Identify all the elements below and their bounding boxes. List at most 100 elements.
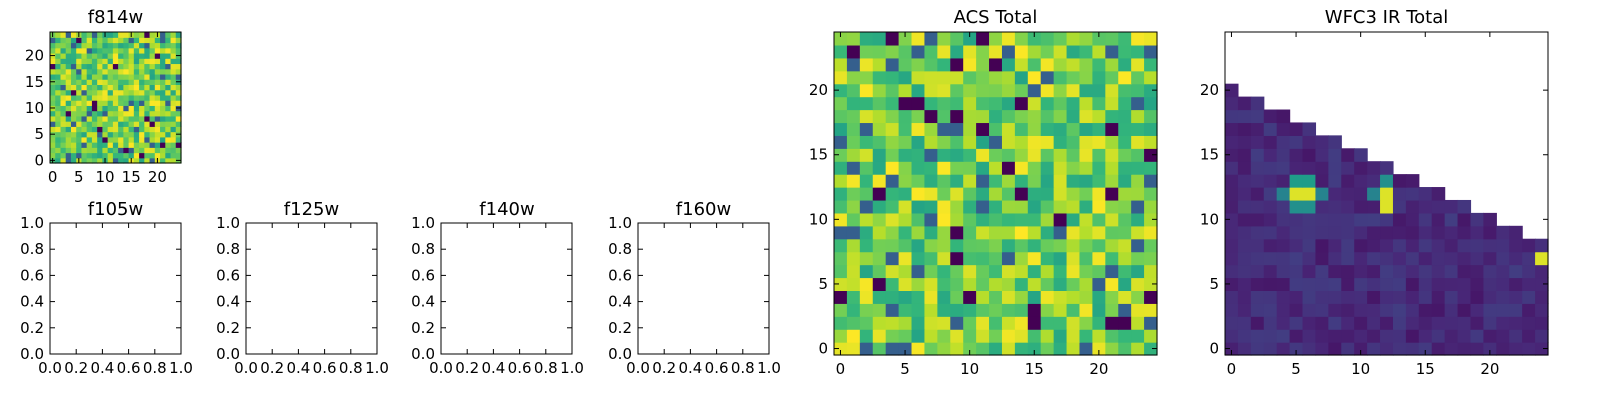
heatmap-cell — [60, 32, 67, 38]
heatmap-cell — [1053, 70, 1068, 85]
heatmap-cell — [139, 136, 145, 143]
heatmap-cell — [149, 79, 156, 85]
heatmap-cell — [1225, 277, 1239, 291]
heatmap-cell — [107, 37, 114, 44]
heatmap-cell — [1014, 316, 1029, 330]
x-tick-label: 0.8 — [143, 359, 167, 377]
heatmap-cell — [911, 148, 926, 162]
heatmap-cell — [1053, 316, 1068, 330]
heatmap-cell — [1040, 57, 1055, 72]
heatmap-cell — [55, 58, 62, 65]
heatmap-cell — [872, 148, 887, 162]
plot-frame — [1224, 31, 1549, 356]
heatmap-cell — [1118, 290, 1132, 304]
heatmap-cell — [859, 32, 874, 46]
heatmap-cell — [1522, 264, 1536, 279]
heatmap-cell — [1367, 329, 1381, 343]
heatmap-cell — [1535, 277, 1549, 291]
heatmap-cell — [1250, 212, 1265, 227]
heatmap-cell — [76, 73, 83, 80]
heatmap-cell — [885, 70, 900, 85]
heatmap-cell — [107, 105, 114, 112]
heatmap-cell — [1118, 238, 1132, 253]
heatmap-cell — [60, 110, 67, 117]
heatmap-cell — [160, 94, 166, 101]
heatmap-cell — [128, 147, 135, 154]
heatmap-cell — [91, 52, 98, 59]
heatmap-cell — [989, 44, 1003, 59]
heatmap-cell — [128, 42, 135, 49]
x-tick-label: 0.4 — [481, 359, 505, 377]
heatmap-cell — [1053, 187, 1068, 201]
heatmap-cell — [133, 52, 140, 59]
heatmap-cell — [133, 79, 140, 85]
heatmap-cell — [154, 47, 161, 54]
heatmap-cell — [1040, 161, 1055, 175]
heatmap-cell — [144, 79, 151, 85]
heatmap-cell — [1354, 264, 1368, 279]
heatmap-cell — [123, 142, 130, 148]
heatmap-cell — [133, 100, 140, 106]
heatmap-cell — [1053, 212, 1068, 227]
heatmap-cell — [149, 63, 156, 70]
heatmap-cell — [1276, 161, 1291, 175]
heatmap-cell — [872, 342, 887, 356]
heatmap-cell — [1405, 277, 1420, 291]
heatmap-cell — [963, 109, 977, 124]
heatmap-cell — [165, 121, 172, 127]
y-tick-label: 5 — [1209, 275, 1219, 293]
heatmap-cell — [1144, 251, 1158, 266]
heatmap-cell — [1457, 225, 1472, 240]
heatmap-cell — [1276, 212, 1291, 227]
heatmap-cell — [160, 84, 166, 91]
heatmap-cell — [1105, 109, 1119, 124]
heatmap-cell — [1118, 329, 1132, 343]
heatmap-cell — [1263, 212, 1278, 227]
heatmap-cell — [175, 68, 182, 75]
x-tick-label: 1.0 — [560, 359, 584, 377]
heatmap-cell — [1405, 225, 1420, 240]
heatmap-cell — [1496, 316, 1510, 330]
heatmap-cell — [139, 63, 145, 70]
heatmap-cell — [70, 63, 77, 70]
heatmap-cell — [1431, 329, 1446, 343]
heatmap-cell — [976, 148, 990, 162]
heatmap-cell — [112, 105, 119, 112]
heatmap-cell — [149, 110, 156, 117]
heatmap-cell — [76, 126, 83, 133]
heatmap-cell — [160, 47, 166, 54]
heatmap-cell — [1431, 303, 1446, 317]
heatmap-cell — [989, 212, 1003, 227]
x-tick-label: 0 — [836, 360, 846, 378]
heatmap-cell — [144, 110, 151, 117]
heatmap-cell — [1289, 329, 1304, 343]
heatmap-cell — [1053, 32, 1068, 46]
heatmap-cell — [1131, 135, 1145, 149]
heatmap-cell — [149, 131, 156, 138]
heatmap-cell — [1131, 277, 1145, 291]
heatmap-cell — [149, 142, 156, 148]
heatmap-cell — [112, 157, 119, 164]
heatmap-cell — [1483, 264, 1497, 279]
heatmap-cell — [1457, 238, 1472, 253]
heatmap-cell — [1014, 44, 1029, 59]
heatmap-cell — [112, 121, 119, 127]
heatmap-cell — [112, 147, 119, 154]
y-tick-label: 0.0 — [411, 345, 435, 363]
heatmap-cell — [149, 89, 156, 96]
heatmap-cell — [60, 121, 67, 127]
heatmap-cell — [149, 100, 156, 106]
heatmap-cell — [160, 147, 166, 154]
heatmap-cell — [937, 329, 951, 343]
heatmap-cell — [160, 42, 166, 49]
heatmap-cell — [1066, 290, 1081, 304]
heatmap-cell — [1250, 109, 1265, 124]
heatmap-cell — [1483, 251, 1497, 266]
heatmap-cell — [91, 89, 98, 96]
heatmap-cell — [55, 63, 62, 70]
heatmap-cell — [976, 32, 990, 46]
heatmap-cell — [924, 329, 938, 343]
heatmap-cell — [872, 70, 887, 85]
heatmap-cell — [1092, 303, 1106, 317]
